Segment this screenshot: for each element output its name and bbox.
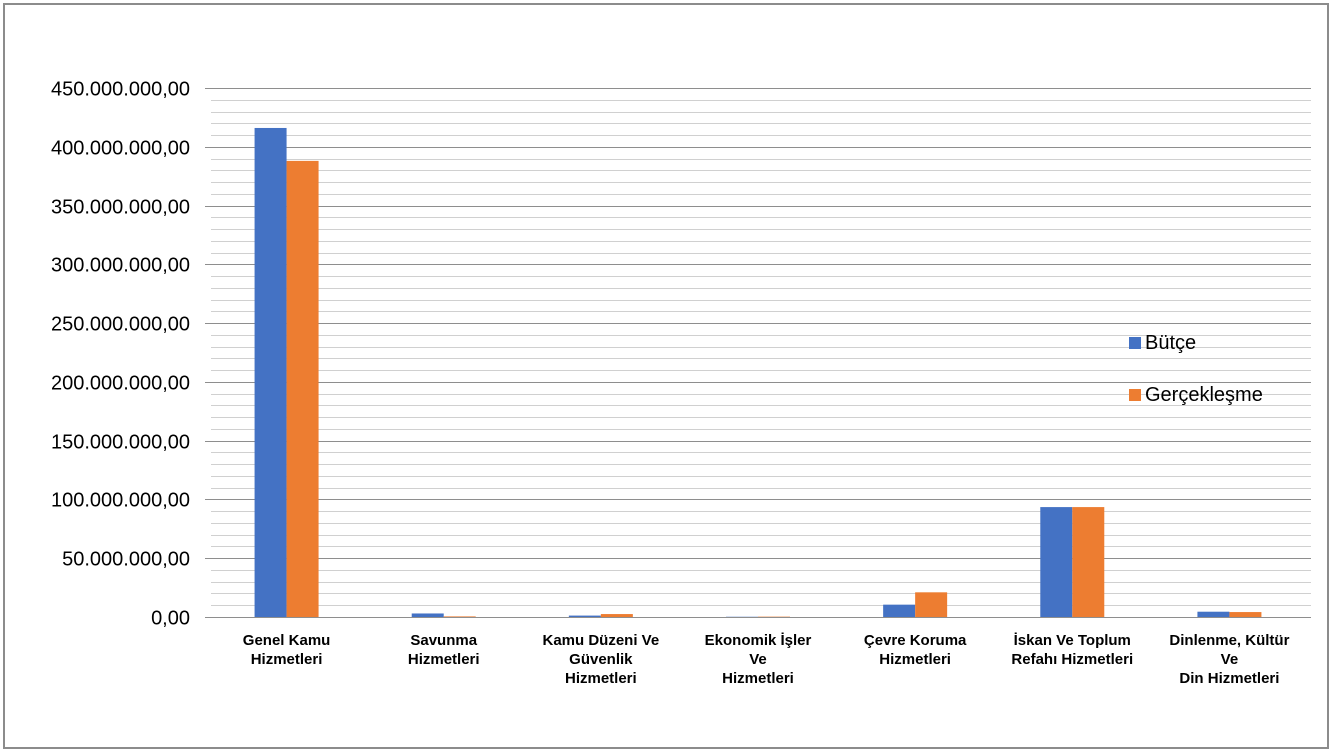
y-axis-tick-labels: 0,00 50.000.000,00 100.000.000,00 150.000.0…	[51, 79, 190, 630]
bar-butce	[883, 604, 916, 617]
major-gridlines	[205, 88, 1311, 618]
y-tick-label: 50.000.000,00	[62, 549, 190, 571]
y-tick-label: 150.000.000,00	[51, 432, 190, 454]
bar-gerceklesme	[443, 616, 476, 617]
y-tick-label: 450.000.000,00	[51, 79, 190, 101]
bar-butce	[254, 127, 287, 618]
bar-gerceklesme	[915, 592, 948, 617]
legend: Bütçe Gerçekleşme	[1129, 332, 1263, 406]
bar-gerceklesme	[600, 614, 633, 617]
minor-gridlines	[211, 100, 1311, 606]
bar-gerceklesme	[1072, 507, 1105, 617]
bar-chart: 0,00 50.000.000,00 100.000.000,00 150.000.0…	[51, 79, 1311, 687]
y-tick-label: 200.000.000,00	[51, 373, 190, 395]
bar-butce	[411, 613, 444, 617]
x-category-label: Kamu Düzeni Ve Güvenlik Hizmetleri	[543, 632, 660, 687]
x-category-label: Çevre Koruma Hizmetleri	[864, 632, 967, 668]
y-tick-label: 300.000.000,00	[51, 255, 190, 277]
bar-gerceklesme	[286, 160, 319, 617]
y-tick-label: 350.000.000,00	[51, 197, 190, 219]
legend-swatch	[1129, 337, 1141, 349]
legend-label: Gerçekleşme	[1145, 384, 1263, 406]
x-category-label: Savunma Hizmetleri	[408, 632, 480, 668]
legend-swatch	[1129, 389, 1141, 401]
y-tick-label: 100.000.000,00	[51, 490, 190, 512]
bar-butce	[1040, 507, 1073, 617]
bar-butce	[568, 615, 601, 617]
bar-butce	[1197, 611, 1230, 617]
x-category-label: İskan Ve Toplum Refahı Hizmetleri	[1011, 632, 1133, 668]
y-tick-label: 0,00	[151, 608, 190, 630]
legend-label: Bütçe	[1145, 332, 1196, 354]
x-category-label: Ekonomik İşler Ve Hizmetleri	[705, 632, 812, 687]
x-category-label: Dinlenme, Kültür Ve Din Hizmetleri	[1169, 632, 1289, 687]
x-category-label: Genel Kamu Hizmetleri	[243, 632, 331, 668]
bar-gerceklesme	[1229, 612, 1262, 617]
bars	[254, 127, 1262, 618]
chart-frame: 0,00 50.000.000,00 100.000.000,00 150.000.0…	[3, 3, 1329, 749]
y-tick-label: 400.000.000,00	[51, 138, 190, 160]
y-tick-label: 250.000.000,00	[51, 314, 190, 336]
x-axis-category-labels: Genel Kamu Hizmetleri Savunma Hizmetleri Kam…	[243, 632, 1290, 687]
